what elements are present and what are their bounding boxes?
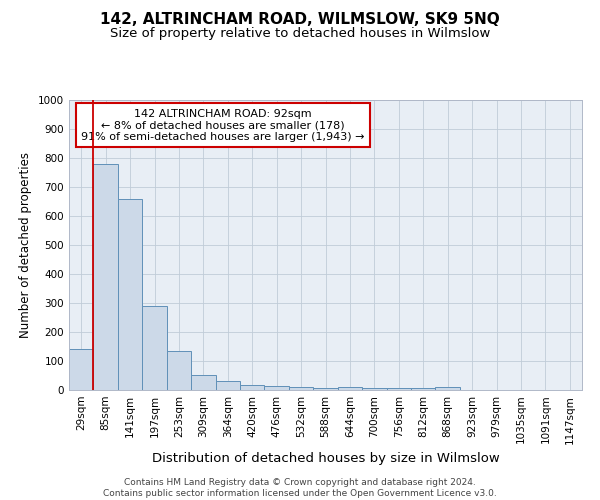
Bar <box>191 374 215 390</box>
Text: Size of property relative to detached houses in Wilmslow: Size of property relative to detached ho… <box>110 28 490 40</box>
Bar <box>265 386 289 390</box>
Bar <box>215 382 240 390</box>
Bar <box>436 387 460 390</box>
Bar <box>386 388 411 390</box>
Bar <box>118 198 142 390</box>
Bar <box>411 388 436 390</box>
Bar <box>240 385 265 390</box>
Text: Contains HM Land Registry data © Crown copyright and database right 2024.
Contai: Contains HM Land Registry data © Crown c… <box>103 478 497 498</box>
Bar <box>338 387 362 390</box>
Text: 142 ALTRINCHAM ROAD: 92sqm
← 8% of detached houses are smaller (178)
91% of semi: 142 ALTRINCHAM ROAD: 92sqm ← 8% of detac… <box>81 108 365 142</box>
Bar <box>142 306 167 390</box>
X-axis label: Distribution of detached houses by size in Wilmslow: Distribution of detached houses by size … <box>152 452 499 465</box>
Bar <box>313 388 338 390</box>
Y-axis label: Number of detached properties: Number of detached properties <box>19 152 32 338</box>
Bar <box>362 388 386 390</box>
Bar <box>94 164 118 390</box>
Text: 142, ALTRINCHAM ROAD, WILMSLOW, SK9 5NQ: 142, ALTRINCHAM ROAD, WILMSLOW, SK9 5NQ <box>100 12 500 28</box>
Bar <box>69 350 94 390</box>
Bar <box>289 387 313 390</box>
Bar <box>167 350 191 390</box>
